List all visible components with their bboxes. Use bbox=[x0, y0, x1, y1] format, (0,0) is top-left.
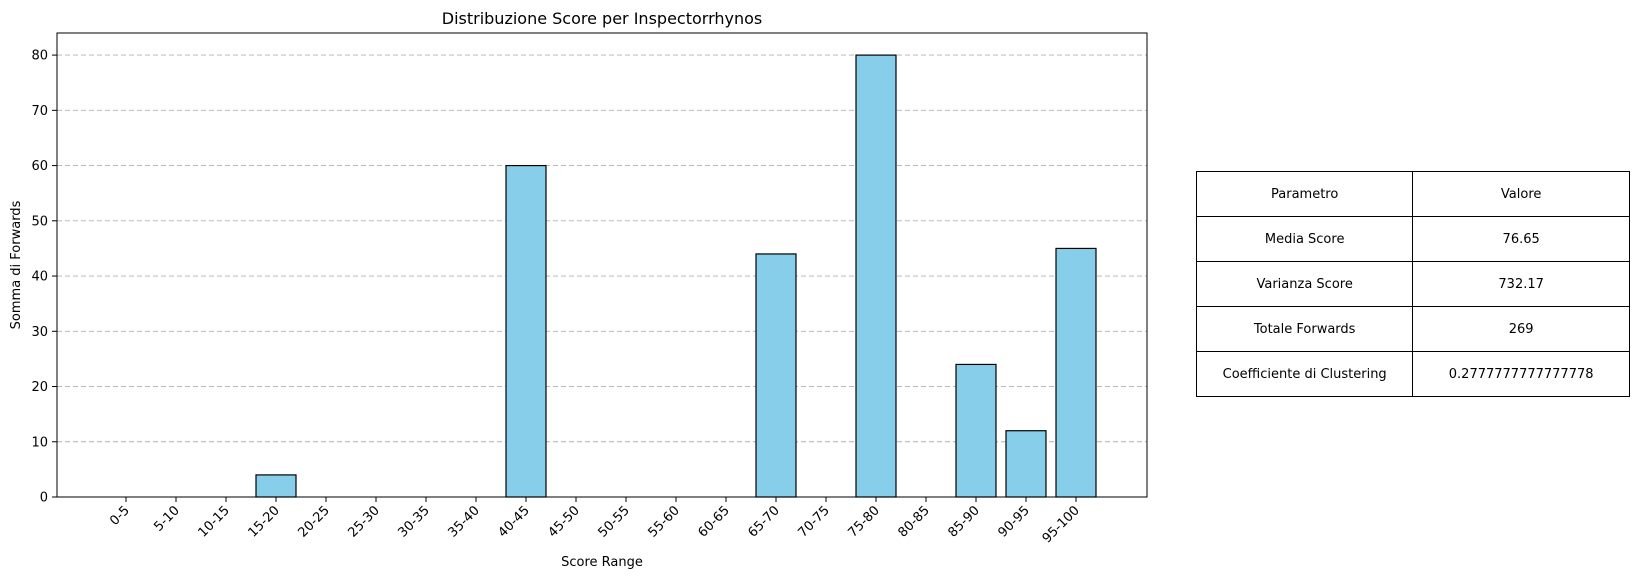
table-header-row: Parametro Valore bbox=[1195, 171, 1630, 217]
x-tick-label: 85-90 bbox=[946, 503, 983, 540]
x-tick-label: 70-75 bbox=[796, 503, 833, 540]
y-tick-label: 80 bbox=[31, 49, 48, 64]
table-header-cell: Valore bbox=[1412, 171, 1630, 217]
table-row: Media Score 76.65 bbox=[1195, 216, 1630, 262]
x-tick-label: 5-10 bbox=[151, 503, 182, 534]
y-tick-label: 60 bbox=[31, 159, 48, 174]
table-cell-value: 732.17 bbox=[1412, 261, 1630, 307]
y-axis-label: Somma di Forwards bbox=[9, 200, 24, 329]
x-tick-label: 10-15 bbox=[196, 503, 233, 540]
table-cell-param: Media Score bbox=[1195, 216, 1414, 262]
x-tick-label: 55-60 bbox=[646, 503, 683, 540]
x-tick-label: 45-50 bbox=[546, 503, 583, 540]
plot-frame bbox=[56, 32, 1148, 498]
y-tick-label: 50 bbox=[31, 214, 48, 229]
y-tick-label: 40 bbox=[31, 270, 48, 285]
table-row: Totale Forwards 269 bbox=[1195, 306, 1630, 352]
table-cell-param: Totale Forwards bbox=[1195, 306, 1414, 352]
x-tick-label: 15-20 bbox=[246, 503, 283, 540]
bar bbox=[955, 363, 997, 498]
x-tick-label: 30-35 bbox=[396, 503, 433, 540]
y-tick-label: 0 bbox=[40, 491, 48, 506]
x-tick-label: 95-100 bbox=[1040, 503, 1083, 546]
x-tick-label: 35-40 bbox=[446, 503, 483, 540]
x-tick-label: 0-5 bbox=[107, 503, 133, 529]
bar bbox=[1005, 430, 1047, 498]
x-axis: 0-5 5-10 10-15 15-20 20-25 25-30 30-35 35-40 40-… bbox=[107, 497, 1083, 546]
x-tick-label: 65-70 bbox=[746, 503, 783, 540]
y-tick-label: 10 bbox=[31, 435, 48, 450]
x-tick-label: 25-30 bbox=[346, 503, 383, 540]
x-tick-label: 60-65 bbox=[696, 503, 733, 540]
x-tick-label: 40-45 bbox=[496, 503, 533, 540]
bar bbox=[1055, 247, 1097, 498]
x-tick-label: 80-85 bbox=[896, 503, 933, 540]
table-cell-value: 76.65 bbox=[1412, 216, 1630, 262]
x-tick-label: 50-55 bbox=[596, 503, 633, 540]
x-axis-label: Score Range bbox=[561, 555, 643, 570]
chart-title: Distribuzione Score per Inspectorrhynos bbox=[442, 9, 762, 28]
bar bbox=[855, 54, 897, 498]
bar bbox=[255, 474, 297, 498]
x-tick-label: 90-95 bbox=[996, 503, 1033, 540]
x-tick-label: 20-25 bbox=[296, 503, 333, 540]
y-tick-label: 70 bbox=[31, 104, 48, 119]
table-cell-param: Varianza Score bbox=[1195, 261, 1414, 307]
bar bbox=[505, 164, 547, 498]
table-cell-value: 269 bbox=[1412, 306, 1630, 352]
table-row: Varianza Score 732.17 bbox=[1195, 261, 1630, 307]
stats-table: Parametro Valore Media Score 76.65 Varia… bbox=[1195, 171, 1630, 397]
y-tick-label: 30 bbox=[31, 325, 48, 340]
bar bbox=[755, 253, 797, 498]
table-header-cell: Parametro bbox=[1195, 171, 1414, 217]
y-axis: 0 10 20 30 40 50 60 70 80 bbox=[31, 49, 57, 506]
x-tick-label: 75-80 bbox=[846, 503, 883, 540]
table-cell-param: Coefficiente di Clustering bbox=[1195, 351, 1414, 397]
y-tick-label: 20 bbox=[31, 380, 48, 395]
table-cell-value: 0.2777777777777778 bbox=[1412, 351, 1630, 397]
table-row: Coefficiente di Clustering 0.27777777777… bbox=[1195, 351, 1630, 397]
